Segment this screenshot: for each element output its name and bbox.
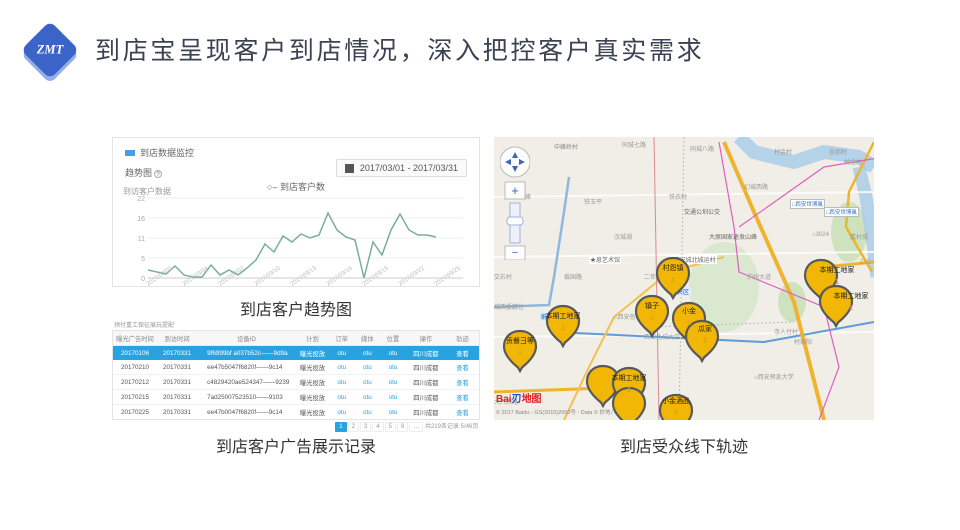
svg-text:本期工地家: 本期工地家: [546, 311, 581, 320]
svg-text:2017/03/07: 2017/03/07: [218, 265, 247, 287]
svg-text:镇子: 镇子: [645, 301, 659, 310]
svg-text:2017/03/25: 2017/03/25: [434, 265, 463, 287]
svg-text:1: 1: [627, 387, 631, 394]
svg-text:1: 1: [849, 305, 853, 312]
svg-text:1: 1: [835, 279, 839, 286]
svg-text:小金酒品: 小金酒品: [662, 396, 690, 405]
svg-text:贡餐彐等: 贡餐彐等: [506, 336, 534, 345]
svg-text:2017/03/10: 2017/03/10: [254, 265, 283, 287]
svg-text:2017/03/01: 2017/03/01: [146, 265, 175, 287]
svg-text:本期工地家: 本期工地家: [820, 265, 855, 274]
svg-text:1: 1: [674, 410, 678, 417]
svg-text:0: 0: [141, 276, 145, 283]
svg-text:2017/03/22: 2017/03/22: [398, 265, 427, 287]
svg-text:本期工地家: 本期工地家: [612, 373, 647, 382]
svg-text:2017/03/16: 2017/03/16: [326, 265, 355, 287]
svg-text:1: 1: [650, 315, 654, 322]
svg-text:16: 16: [137, 216, 145, 223]
svg-text:5: 5: [141, 256, 145, 263]
svg-text:22: 22: [137, 196, 145, 203]
svg-text:1: 1: [687, 320, 691, 327]
svg-text:瓜家: 瓜家: [698, 324, 712, 333]
svg-text:1: 1: [518, 350, 522, 357]
svg-text:2017/03/13: 2017/03/13: [290, 265, 319, 287]
svg-text:本期工地家: 本期工地家: [834, 291, 869, 300]
svg-text:11: 11: [138, 236, 145, 243]
svg-text:1: 1: [561, 325, 565, 332]
svg-text:1: 1: [671, 277, 675, 284]
svg-text:1: 1: [703, 338, 707, 345]
svg-text:ZMT: ZMT: [36, 42, 65, 56]
svg-text:村怨镇: 村怨镇: [663, 263, 684, 272]
svg-text:小金: 小金: [682, 306, 696, 315]
